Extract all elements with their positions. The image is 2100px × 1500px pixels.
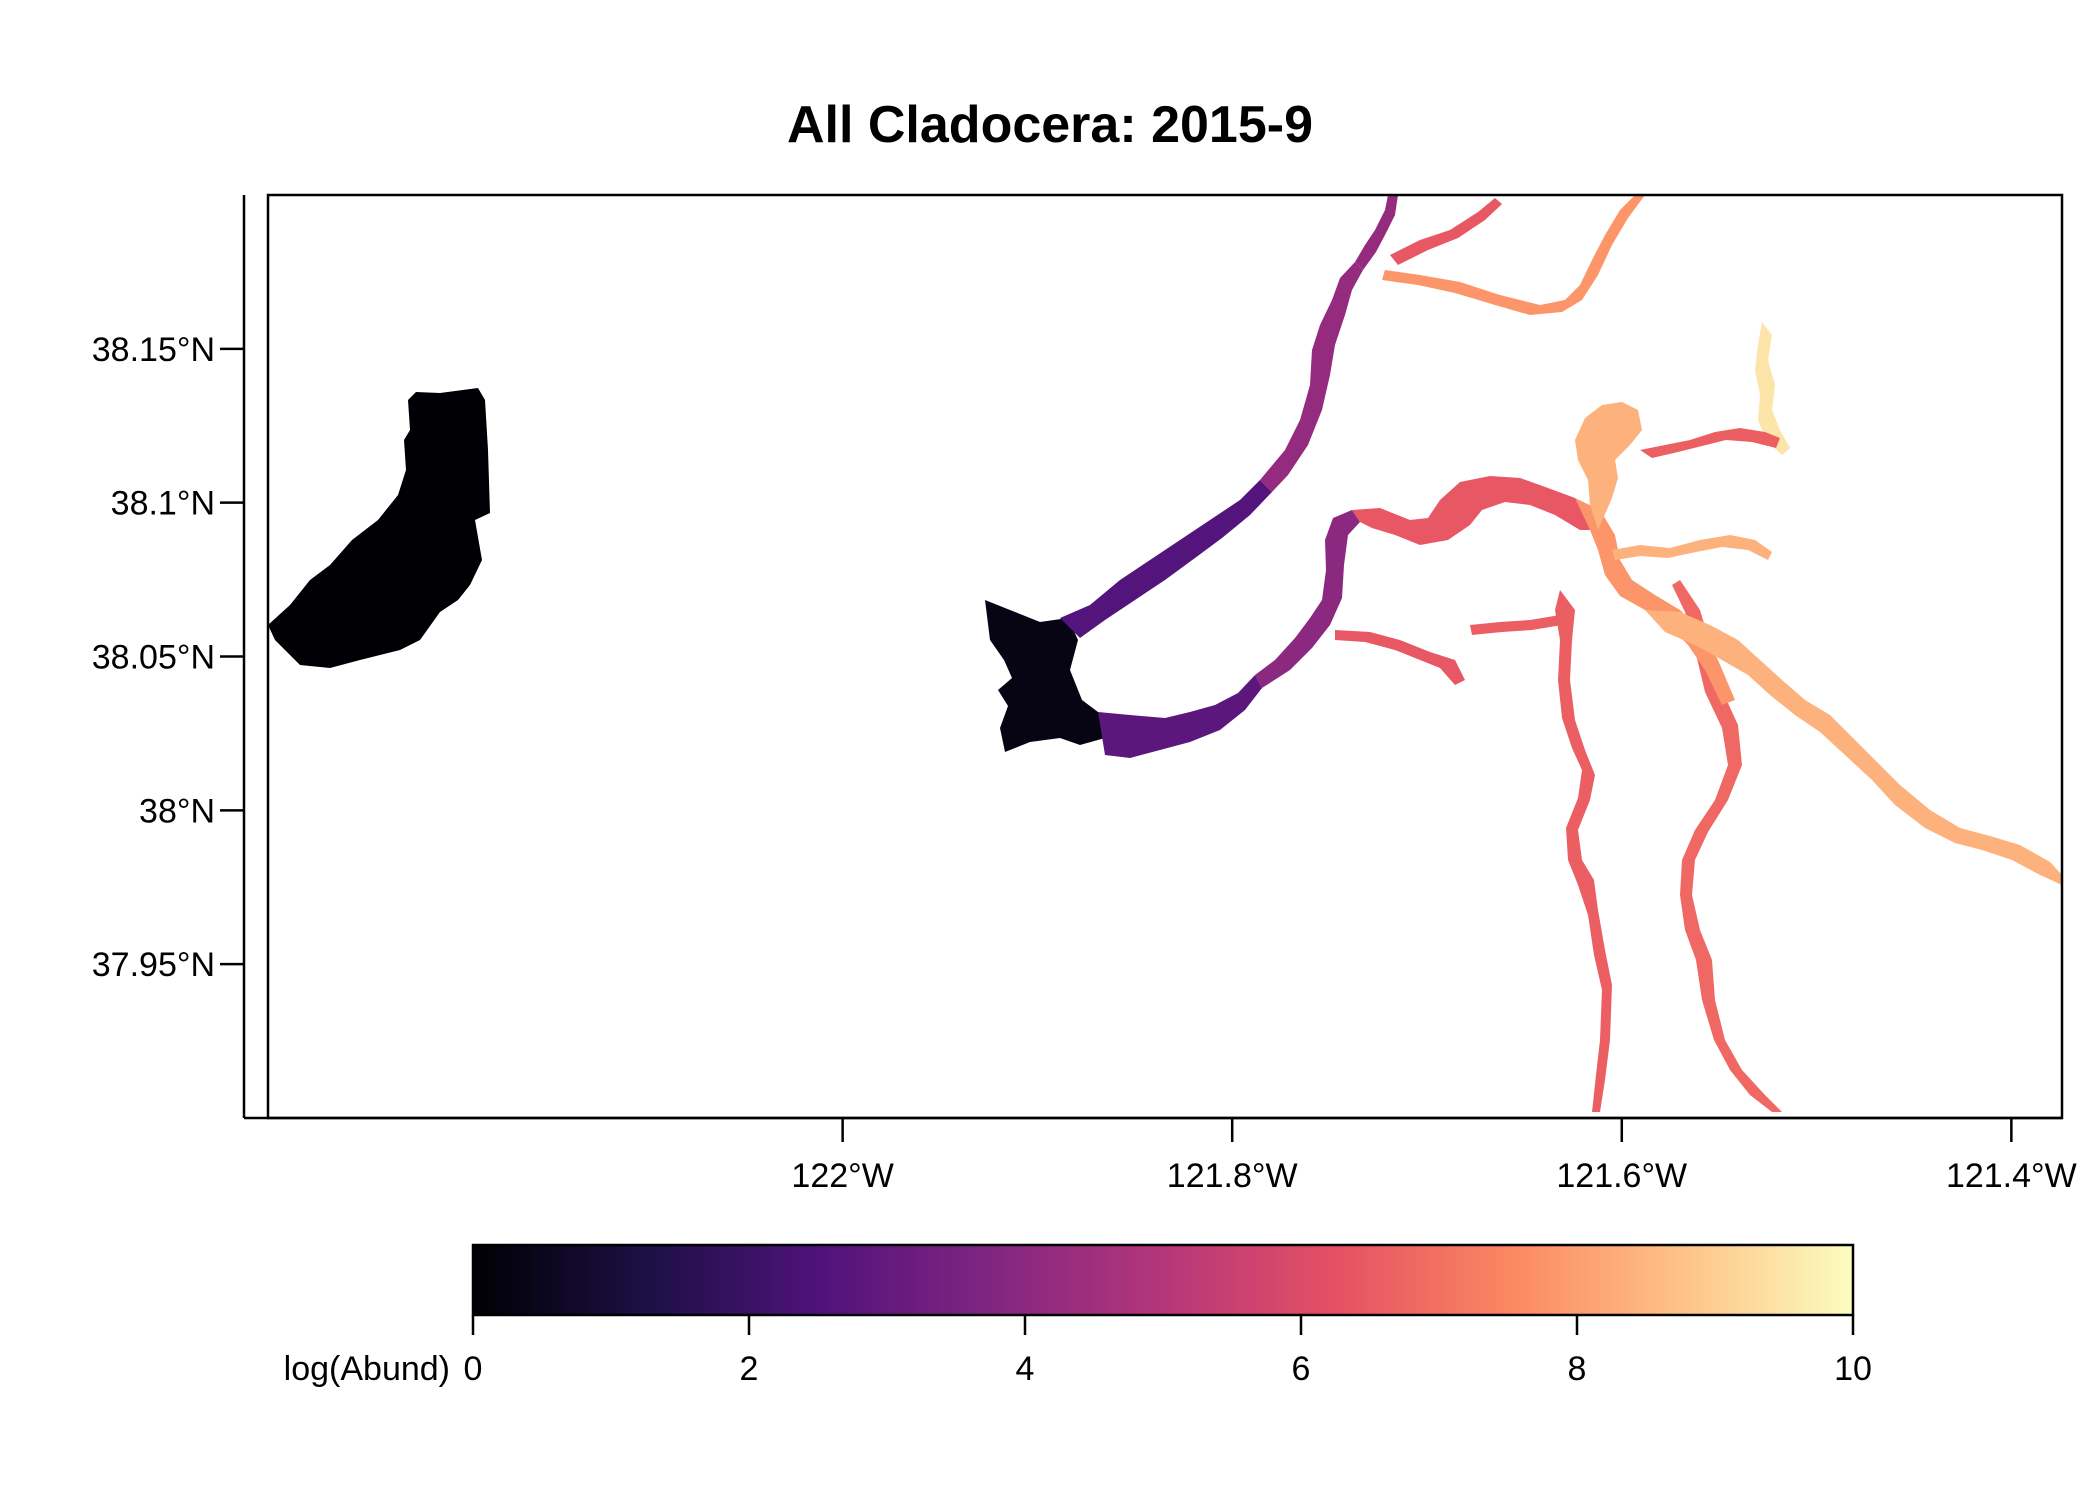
x-tick-label: 121.4°W: [1946, 1157, 2077, 1195]
y-tick-label: 38°N: [139, 792, 215, 830]
middle-river-region: [1672, 580, 1782, 1112]
color-legend: log(Abund) 0 2 4 6 8 10: [284, 1243, 1872, 1388]
legend-tick-label: 10: [1834, 1350, 1872, 1388]
upper-slough-region: [1382, 195, 1645, 315]
sacramento-top-region: [1355, 195, 1398, 270]
plot-frame: [266, 193, 2064, 1120]
ne-tributary-region: [1755, 322, 1790, 455]
x-tick-label: 122°W: [791, 1157, 893, 1195]
east-channel-region: [1645, 610, 2062, 885]
south-slough-region: [1470, 615, 1562, 635]
legend-tick-label: 2: [740, 1350, 759, 1388]
confluence-region: [985, 600, 1120, 752]
san-joaquin-lower-region: [1098, 675, 1262, 758]
x-tick-label: 121.6°W: [1556, 1157, 1687, 1195]
legend-colorbar: [471, 1243, 1855, 1317]
mokelumne-region: [1575, 498, 1735, 705]
map-regions: [268, 195, 2062, 1112]
legend-tick-label: 8: [1568, 1350, 1587, 1388]
x-axis: 122°W 121.8°W 121.6°W 121.4°W: [244, 1116, 2077, 1195]
legend-tick-label: 0: [464, 1350, 483, 1388]
y-axis: 38.15°N 38.1°N 38.05°N 38°N 37.95°N: [92, 195, 246, 1118]
y-tick-label: 37.95°N: [92, 946, 215, 984]
upper-arm-region: [1390, 198, 1502, 265]
x-tick-label: 121.8°W: [1167, 1157, 1298, 1195]
north-loop-region: [1575, 402, 1642, 530]
y-tick-label: 38.1°N: [111, 485, 215, 523]
san-joaquin-mid-region: [1255, 510, 1360, 688]
sacramento-upper-region: [1260, 262, 1363, 492]
sacramento-lower-region: [1060, 480, 1272, 638]
legend-tick-label: 6: [1292, 1350, 1311, 1388]
legend-title: log(Abund): [284, 1350, 450, 1388]
east-slough-region: [1612, 535, 1772, 560]
suisun-bay-region: [268, 388, 490, 668]
sj-side-slough-region: [1335, 630, 1465, 685]
legend-tick-label: 4: [1016, 1350, 1035, 1388]
old-river-region: [1555, 590, 1612, 1112]
y-tick-label: 38.05°N: [92, 639, 215, 677]
y-tick-label: 38.15°N: [92, 331, 215, 369]
northeast-channel-region: [1640, 428, 1780, 458]
san-joaquin-upper-region: [1352, 476, 1598, 545]
map-title: All Cladocera: 2015-9: [787, 96, 1313, 154]
